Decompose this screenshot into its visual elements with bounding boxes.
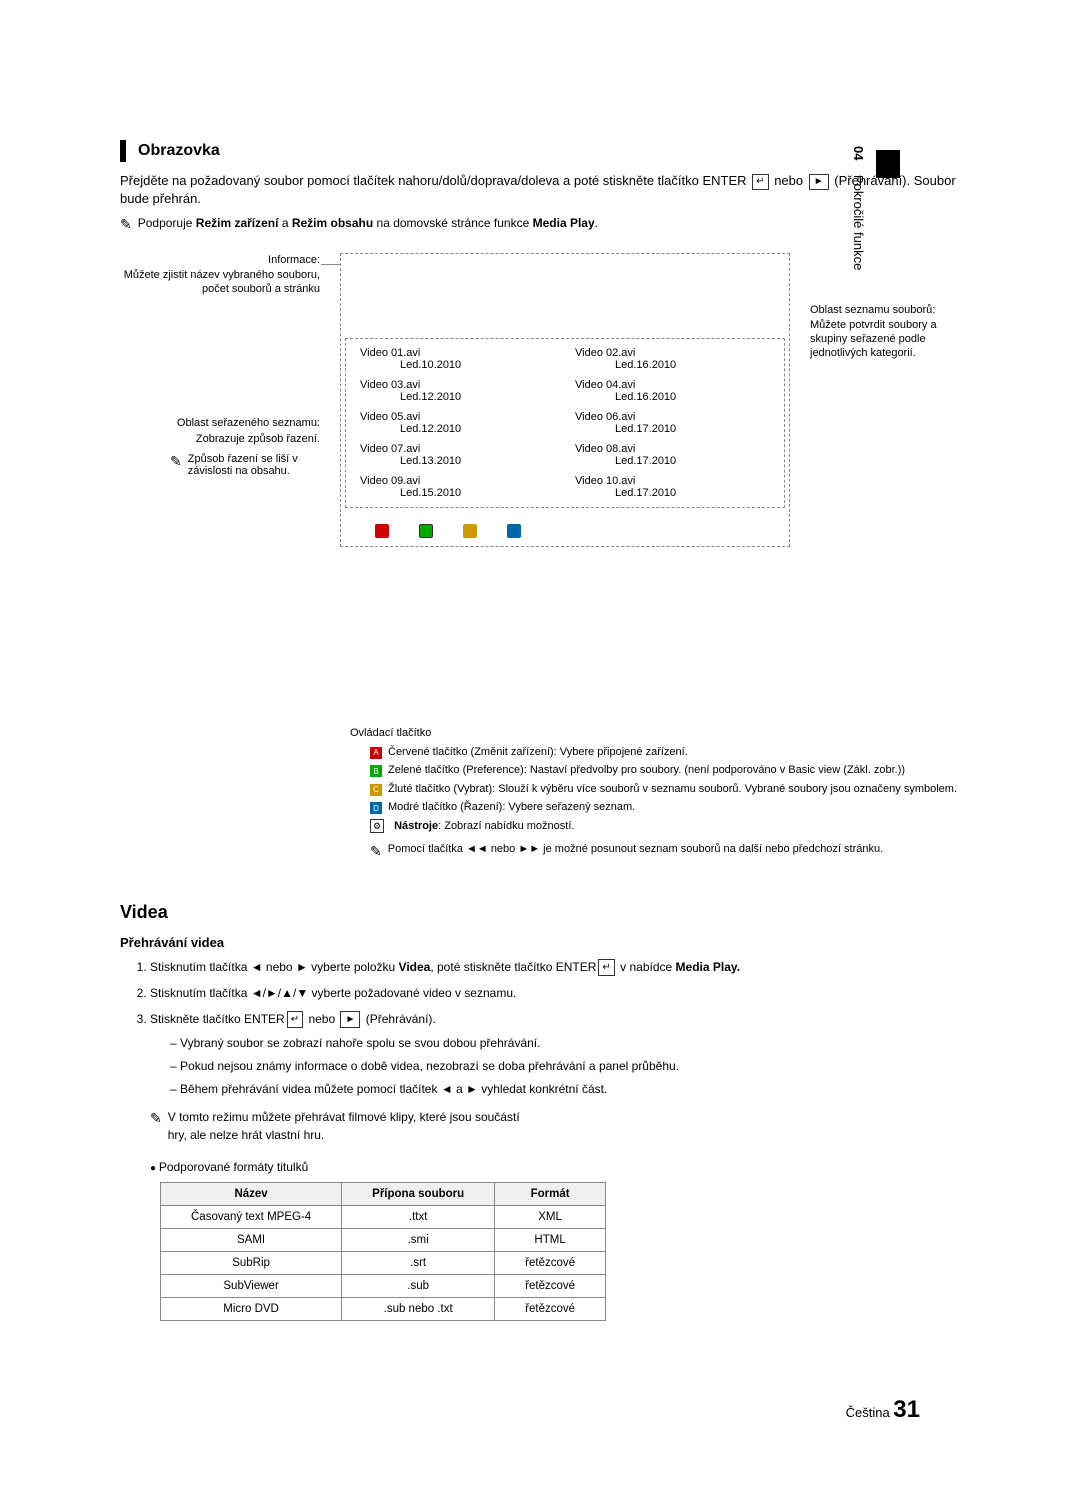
chapter-number: 04: [851, 146, 866, 160]
blue-button-icon: [507, 524, 521, 538]
file-item: Video 03.aviLed.12.2010: [350, 375, 565, 407]
info-label: Informace: Můžete zjistit název vybranéh…: [120, 253, 320, 296]
red-button-icon: [375, 524, 389, 538]
tools-icon: ⚙: [370, 819, 384, 834]
yellow-button-icon: [463, 524, 477, 538]
file-item: Video 09.aviLed.15.2010: [350, 471, 565, 503]
nav-note: Pomocí tlačítka ◄◄ nebo ►► je možné posu…: [350, 842, 960, 862]
control-blue: DModré tlačítko (Řazení): Vybere seřazen…: [350, 800, 960, 815]
table-row: SubViewer.subřetězcové: [161, 1275, 606, 1298]
pencil-icon: [120, 216, 132, 233]
subtitle-table: Název Přípona souboru Formát Časovaný te…: [160, 1182, 606, 1321]
table-header-row: Název Přípona souboru Formát: [161, 1183, 606, 1206]
file-area-label: Oblast seznamu souborů: Můžete potvrdit …: [810, 303, 970, 360]
control-red: AČervené tlačítko (Změnit zařízení): Vyb…: [350, 745, 960, 760]
footer-page: 31: [893, 1396, 920, 1423]
step-2: Stisknutím tlačítka ◄/►/▲/▼ vyberte poža…: [150, 984, 960, 1002]
dash-item: Pokud nejsou známy informace o době vide…: [170, 1057, 960, 1075]
th-name: Název: [161, 1183, 342, 1206]
file-item: Video 08.aviLed.17.2010: [565, 439, 780, 471]
color-button-row: [345, 520, 785, 542]
file-item: Video 06.aviLed.17.2010: [565, 407, 780, 439]
th-ext: Přípona souboru: [342, 1183, 495, 1206]
side-marker: [876, 150, 900, 178]
step-3: Stiskněte tlačítko ENTER↵ nebo ► (Přehrá…: [150, 1010, 960, 1098]
dash-item: Vybraný soubor se zobrazí nahoře spolu s…: [170, 1034, 960, 1052]
pencil-icon: [150, 1108, 162, 1129]
green-box-icon: B: [370, 765, 382, 777]
pencil-icon: [370, 842, 382, 862]
file-item: Video 07.aviLed.13.2010: [350, 439, 565, 471]
videa-section: Videa Přehrávání videa Stisknutím tlačít…: [120, 902, 960, 1322]
pencil-icon: [170, 453, 182, 470]
table-row: Časovaný text MPEG-4.ttxtXML: [161, 1206, 606, 1229]
intro-paragraph: Přejděte na požadovaný soubor pomocí tla…: [120, 172, 960, 208]
file-item: Video 01.aviLed.10.2010: [350, 343, 565, 375]
section-title: Obrazovka: [138, 142, 220, 160]
dash-item: Během přehrávání videa můžete pomocí tla…: [170, 1080, 960, 1098]
control-title: Ovládací tlačítko: [350, 727, 960, 739]
footer-lang: Čeština: [846, 1405, 890, 1420]
enter-icon: ↵: [287, 1011, 303, 1028]
file-grid: Video 01.aviLed.10.2010 Video 02.aviLed.…: [345, 338, 785, 508]
table-row: SAMI.smiHTML: [161, 1229, 606, 1252]
videa-title: Videa: [120, 902, 960, 923]
control-section: Ovládací tlačítko AČervené tlačítko (Změ…: [350, 727, 960, 862]
yellow-box-icon: C: [370, 784, 382, 796]
formats-bullet: Podporované formáty titulků: [150, 1160, 960, 1174]
page-footer: Čeština 31: [846, 1396, 920, 1424]
videa-subtitle: Přehrávání videa: [120, 935, 960, 950]
file-item: Video 04.aviLed.16.2010: [565, 375, 780, 407]
table-row: Micro DVD.sub nebo .txtřetězcové: [161, 1298, 606, 1321]
file-item: Video 05.aviLed.12.2010: [350, 407, 565, 439]
control-yellow: CŽluté tlačítko (Vybrat): Slouží k výběr…: [350, 782, 960, 797]
control-green: BZelené tlačítko (Preference): Nastaví p…: [350, 763, 960, 778]
green-button-icon: [419, 524, 433, 538]
enter-icon: ↵: [598, 959, 614, 976]
red-box-icon: A: [370, 747, 382, 759]
play-icon: ►: [809, 174, 829, 190]
dash-list: Vybraný soubor se zobrazí nahoře spolu s…: [150, 1034, 960, 1098]
step-1: Stisknutím tlačítka ◄ nebo ► vyberte pol…: [150, 958, 960, 976]
sort-label: Oblast seřazeného seznamu: Zobrazuje způ…: [120, 416, 320, 447]
table-row: SubRip.srtřetězcové: [161, 1252, 606, 1275]
sort-note: Způsob řazení se liší v závislosti na ob…: [120, 453, 320, 477]
steps-list: Stisknutím tlačítka ◄ nebo ► vyberte pol…: [120, 958, 960, 1099]
file-list-box: Video 01.aviLed.10.2010 Video 02.aviLed.…: [340, 253, 790, 547]
section-header: Obrazovka: [120, 140, 960, 162]
enter-icon: ↵: [752, 174, 768, 190]
control-tools: ⚙Nástroje: Zobrazí nabídku možností.: [350, 819, 960, 834]
file-item: Video 10.aviLed.17.2010: [565, 471, 780, 503]
file-item: Video 02.aviLed.16.2010: [565, 343, 780, 375]
title-accent: [120, 140, 126, 162]
diagram-area: Informace: Můžete zjistit název vybranéh…: [120, 253, 960, 861]
mode-note: V tomto režimu můžete přehrávat filmové …: [150, 1108, 960, 1144]
blue-box-icon: D: [370, 802, 382, 814]
support-note: Podporuje Režim zařízení a Režim obsahu …: [120, 216, 960, 233]
th-format: Formát: [495, 1183, 606, 1206]
play-icon: ►: [340, 1011, 360, 1028]
